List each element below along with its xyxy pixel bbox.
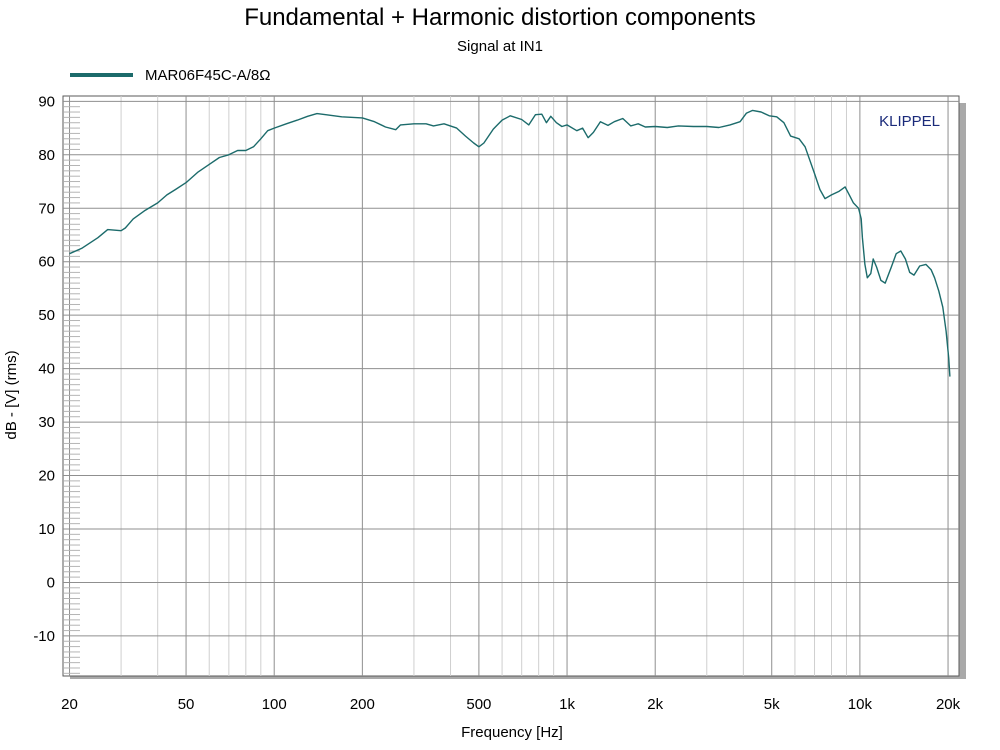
x-tick-label: 100 (262, 696, 287, 713)
y-tick-label: 10 (38, 521, 55, 538)
x-tick-label: 1k (559, 696, 575, 713)
series-lines (69, 109, 951, 377)
legend-label: MAR06F45C-A/8Ω (145, 67, 270, 84)
plot-area (62, 95, 960, 677)
y-minor-ticks (64, 106, 80, 674)
y-tick-label: 0 (47, 574, 55, 591)
x-tick-label: 500 (466, 696, 491, 713)
x-tick-label: 5k (764, 696, 780, 713)
y-tick-labels: 90 80 70 60 50 40 30 20 10 0 -10 (33, 93, 55, 645)
x-tick-label: 20k (936, 696, 961, 713)
x-tick-labels: 20 50 100 200 500 1k 2k 5k 10k 20k (61, 696, 960, 713)
series-line (69, 109, 951, 377)
x-tick-label: 2k (647, 696, 663, 713)
y-tick-label: 40 (38, 361, 55, 378)
brand-label: KLIPPEL (879, 113, 940, 130)
gridlines (63, 96, 959, 676)
y-tick-label: 90 (38, 93, 55, 110)
x-tick-label: 200 (350, 696, 375, 713)
y-tick-label: 50 (38, 307, 55, 324)
y-tick-label: -10 (33, 628, 55, 645)
y-tick-label: 30 (38, 414, 55, 431)
y-tick-label: 20 (38, 468, 55, 485)
y-tick-label: 80 (38, 147, 55, 164)
x-tick-label: 10k (848, 696, 873, 713)
x-tick-label: 20 (61, 696, 78, 713)
x-axis-label: Frequency [Hz] (461, 724, 563, 741)
x-tick-label: 50 (178, 696, 195, 713)
legend: MAR06F45C-A/8Ω (70, 67, 270, 84)
y-axis-label: dB - [V] (rms) (3, 350, 20, 439)
y-tick-label: 60 (38, 254, 55, 271)
chart-subtitle: Signal at IN1 (457, 38, 543, 55)
chart-title: Fundamental + Harmonic distortion compon… (244, 4, 756, 31)
y-tick-label: 70 (38, 200, 55, 217)
